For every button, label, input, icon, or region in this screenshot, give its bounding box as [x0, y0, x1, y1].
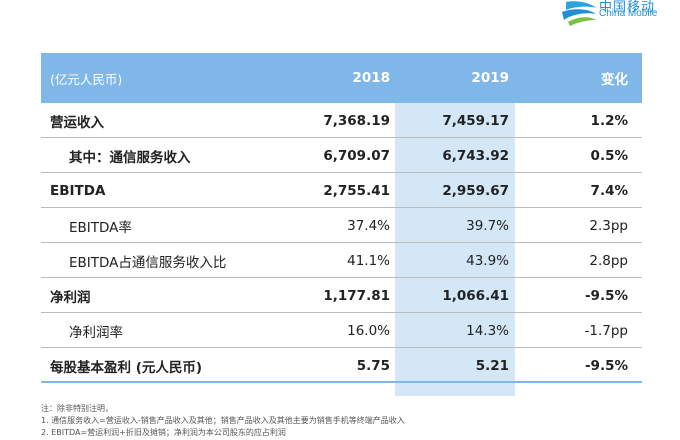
table-row: 净利润率 16.0% 14.3% -1.7pp — [41, 313, 642, 348]
row-change: -9.5% — [584, 357, 628, 374]
row-divider — [41, 207, 642, 208]
row-value-2019: 14.3% — [466, 322, 509, 339]
row-value-2018: 1,177.81 — [323, 287, 390, 304]
table-row: 每股基本盈利 (元人民币) 5.75 5.21 -9.5% — [41, 348, 642, 383]
table-header: (亿元人民币) 2018 2019 变化 — [41, 53, 642, 103]
row-label: EBITDA率 — [69, 219, 132, 236]
table-row: EBITDA占通信服务收入比 41.1% 43.9% 2.8pp — [41, 243, 642, 278]
table-row: 其中：通信服务收入 6,709.07 6,743.92 0.5% — [41, 138, 642, 173]
row-change: 2.8pp — [589, 252, 628, 269]
row-value-2019: 43.9% — [466, 252, 509, 269]
row-value-2018: 7,368.19 — [323, 112, 390, 129]
row-value-2018: 37.4% — [347, 217, 390, 234]
footnote-title: 注：除非特别注明， — [41, 404, 113, 413]
financial-table: (亿元人民币) 2018 2019 变化 营运收入 7,368.19 7,459… — [41, 53, 642, 396]
row-value-2019: 6,743.92 — [442, 147, 509, 164]
row-divider — [41, 347, 642, 348]
row-change: -1.7pp — [584, 322, 628, 339]
header-2019: 2019 — [471, 70, 509, 86]
row-divider — [41, 172, 642, 173]
footnote-1: 1. 通信服务收入=营运收入-销售产品收入及其他；销售产品收入及其他主要为销售手… — [41, 416, 405, 425]
row-label: EBITDA — [50, 182, 106, 199]
row-change: 2.3pp — [589, 217, 628, 234]
row-label: 其中：通信服务收入 — [69, 149, 191, 166]
footnote-2: 2. EBITDA=营运利润+折旧及摊销；净利润为本公司股东的应占利润 — [41, 428, 286, 437]
row-value-2018: 41.1% — [347, 252, 390, 269]
row-divider — [41, 277, 642, 278]
column-2019-highlight — [395, 53, 515, 396]
row-value-2019: 1,066.41 — [442, 287, 509, 304]
row-divider — [41, 242, 642, 243]
row-label: EBITDA占通信服务收入比 — [69, 254, 227, 271]
row-divider — [41, 312, 642, 313]
row-value-2018: 5.75 — [356, 357, 390, 374]
row-label: 每股基本盈利 (元人民币) — [50, 359, 203, 376]
table-row: EBITDA 2,755.41 2,959.67 7.4% — [41, 173, 642, 208]
row-change: 1.2% — [590, 112, 628, 129]
table-row: 营运收入 7,368.19 7,459.17 1.2% — [41, 103, 642, 138]
header-unit: (亿元人民币) — [50, 71, 123, 87]
row-divider — [41, 137, 642, 138]
row-value-2019: 2,959.67 — [442, 182, 509, 199]
logo-text-cn: 中国移动 — [599, 0, 656, 15]
row-value-2018: 2,755.41 — [323, 182, 390, 199]
header-2018: 2018 — [352, 70, 390, 86]
row-change: 0.5% — [590, 147, 628, 164]
row-change: 7.4% — [590, 182, 628, 199]
row-value-2019: 7,459.17 — [442, 112, 509, 129]
table-row: 净利润 1,177.81 1,066.41 -9.5% — [41, 278, 642, 313]
row-value-2018: 6,709.07 — [323, 147, 390, 164]
row-label: 营运收入 — [50, 114, 104, 131]
header-change: 变化 — [601, 72, 628, 88]
china-mobile-logo-icon — [562, 1, 596, 26]
logo-text-en: China Mobile — [599, 8, 658, 19]
row-value-2018: 16.0% — [347, 322, 390, 339]
row-label: 净利润 — [50, 289, 91, 306]
row-change: -9.5% — [584, 287, 628, 304]
table-bottom-border — [41, 381, 642, 383]
row-value-2019: 39.7% — [466, 217, 509, 234]
row-label: 净利润率 — [69, 324, 123, 341]
row-value-2019: 5.21 — [475, 357, 509, 374]
footnotes: 注：除非特别注明， 1. 通信服务收入=营运收入-销售产品收入及其他；销售产品收… — [41, 403, 405, 439]
table-row: EBITDA率 37.4% 39.7% 2.3pp — [41, 208, 642, 243]
